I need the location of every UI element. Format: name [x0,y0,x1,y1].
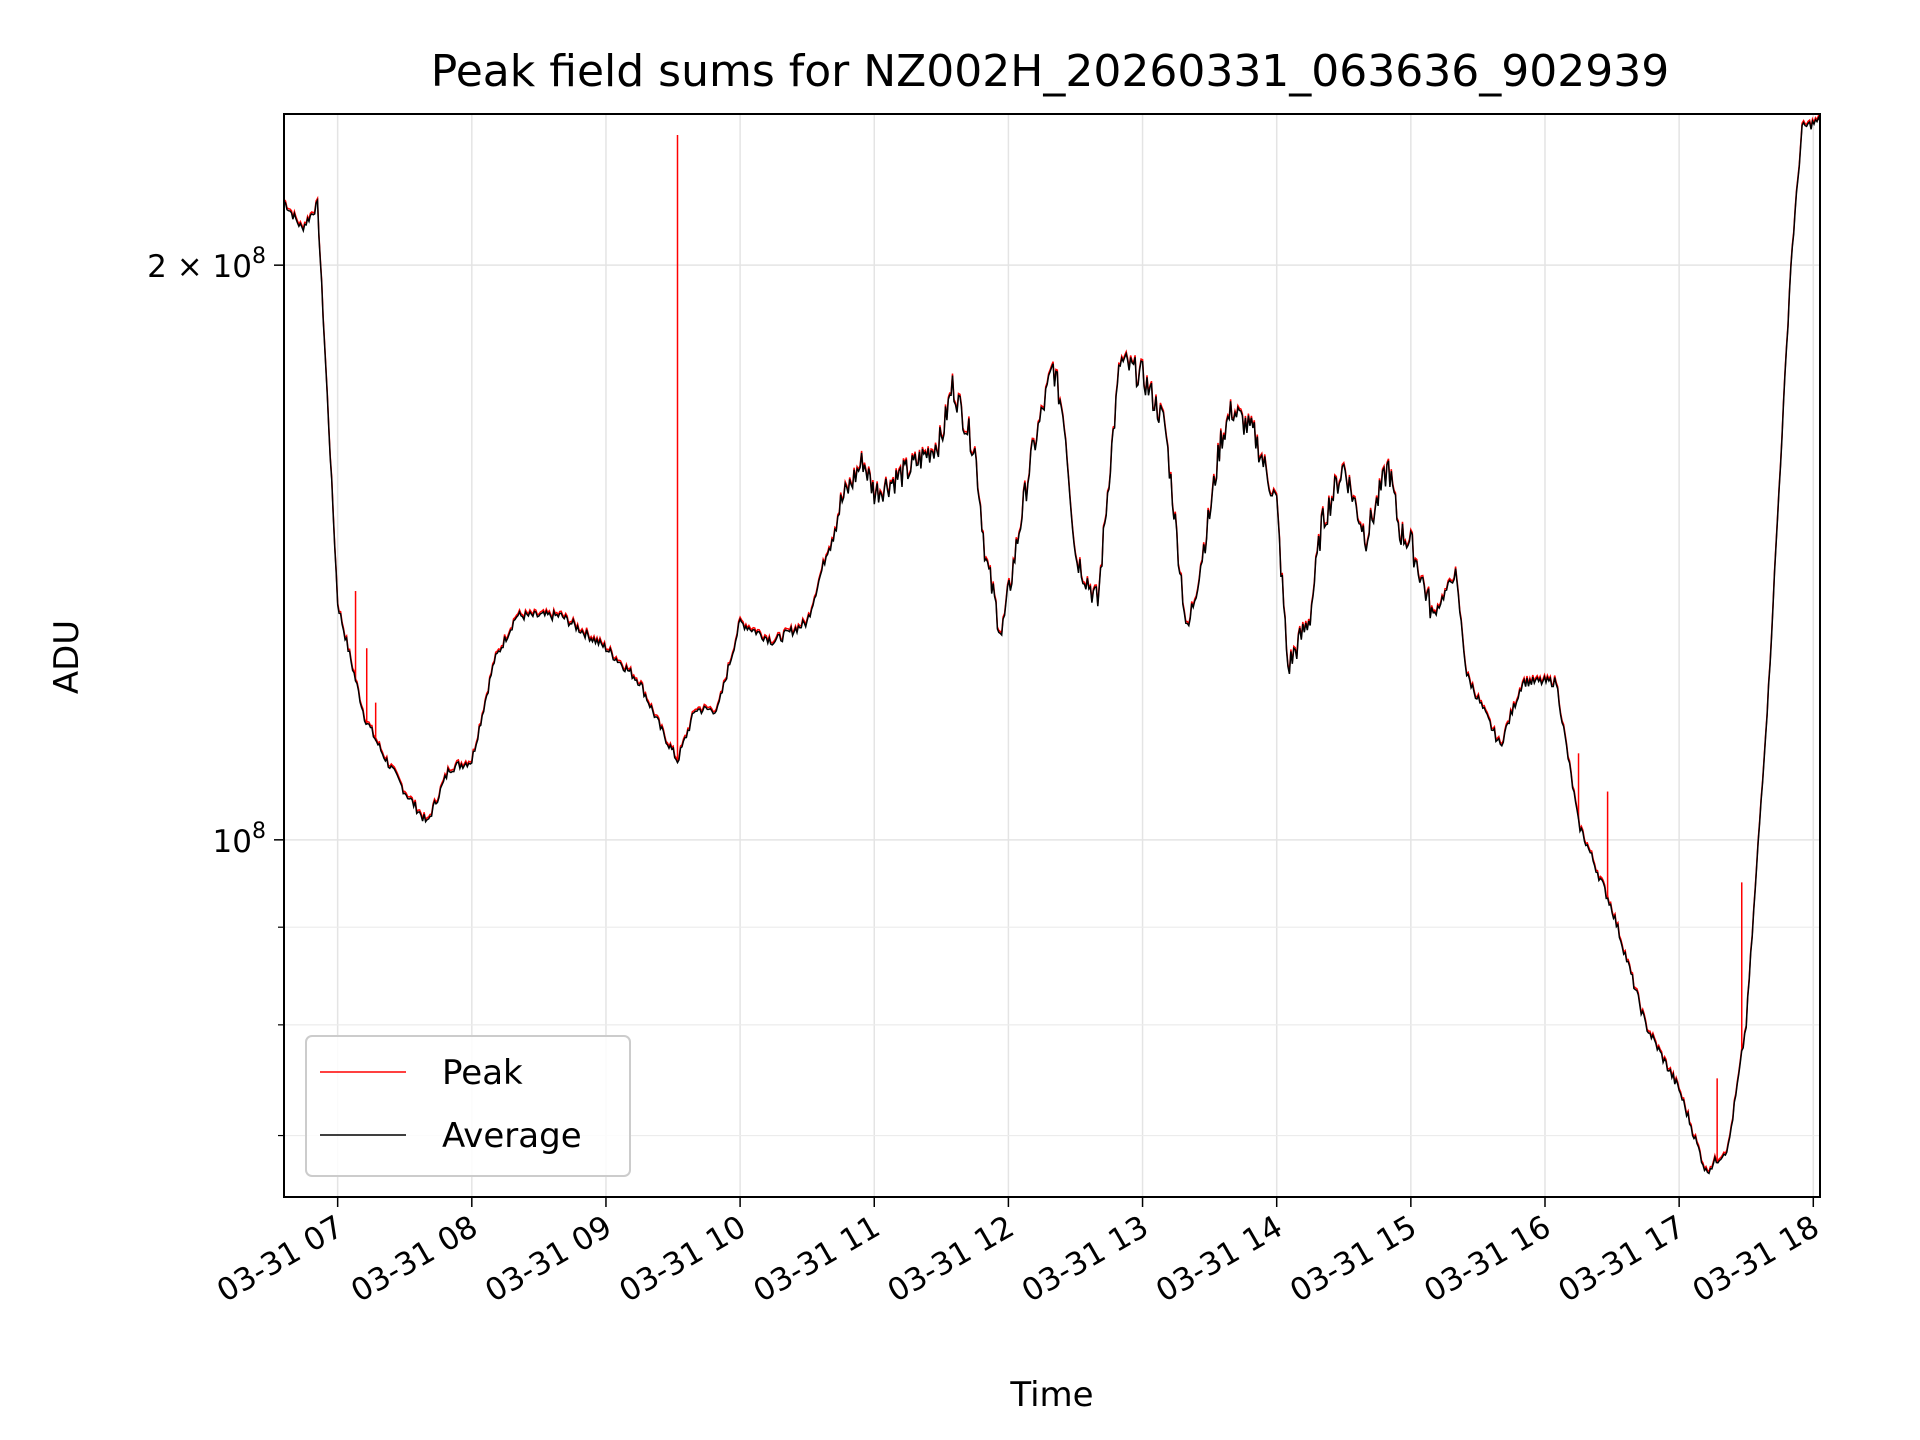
y-tick-label: 2 × 108 [147,244,266,285]
legend-label-average: Average [442,1116,582,1156]
plot-area [284,114,1820,1175]
grid [284,114,1820,1197]
x-axis-label: Time [1009,1375,1093,1415]
series-average-line [284,115,1820,1175]
plot-frame [283,113,1821,1198]
y-tick-label: 108 [213,819,266,860]
chart-title: Peak field sums for NZ002H_20260331_0636… [431,46,1669,97]
legend-box [305,1035,631,1177]
legend: Peak Average [305,1035,631,1177]
y-axis-label: ADU [47,620,87,694]
legend-label-peak: Peak [442,1053,523,1093]
